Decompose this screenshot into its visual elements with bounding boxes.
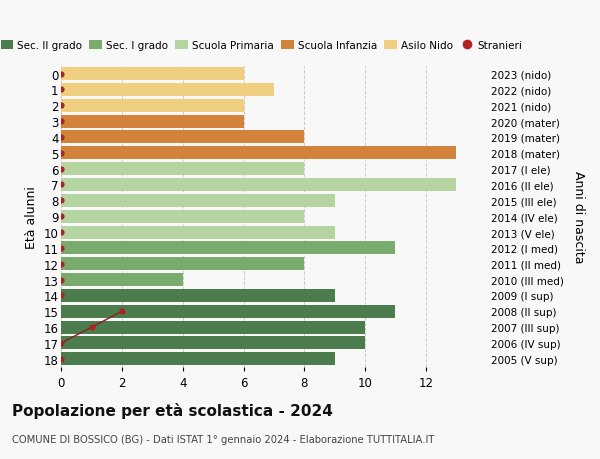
Bar — [61, 195, 335, 207]
Legend: Sec. II grado, Sec. I grado, Scuola Primaria, Scuola Infanzia, Asilo Nido, Stran: Sec. II grado, Sec. I grado, Scuola Prim… — [0, 37, 526, 56]
Bar — [61, 305, 395, 318]
Bar — [61, 289, 335, 302]
Bar — [61, 257, 304, 271]
Bar — [61, 226, 335, 239]
Text: Popolazione per età scolastica - 2024: Popolazione per età scolastica - 2024 — [12, 403, 333, 419]
Text: COMUNE DI BOSSICO (BG) - Dati ISTAT 1° gennaio 2024 - Elaborazione TUTTITALIA.IT: COMUNE DI BOSSICO (BG) - Dati ISTAT 1° g… — [12, 434, 434, 443]
Bar — [61, 210, 304, 223]
Bar — [61, 115, 244, 129]
Y-axis label: Anni di nascita: Anni di nascita — [572, 171, 585, 263]
Bar — [61, 242, 395, 255]
Bar — [61, 337, 365, 350]
Bar — [61, 274, 183, 286]
Bar — [61, 179, 456, 191]
Bar — [61, 163, 304, 176]
Bar — [61, 84, 274, 97]
Bar — [61, 321, 365, 334]
Y-axis label: Età alunni: Età alunni — [25, 185, 38, 248]
Bar — [61, 147, 456, 160]
Bar — [61, 68, 244, 81]
Bar — [61, 131, 304, 144]
Bar — [61, 100, 244, 112]
Bar — [61, 353, 335, 365]
